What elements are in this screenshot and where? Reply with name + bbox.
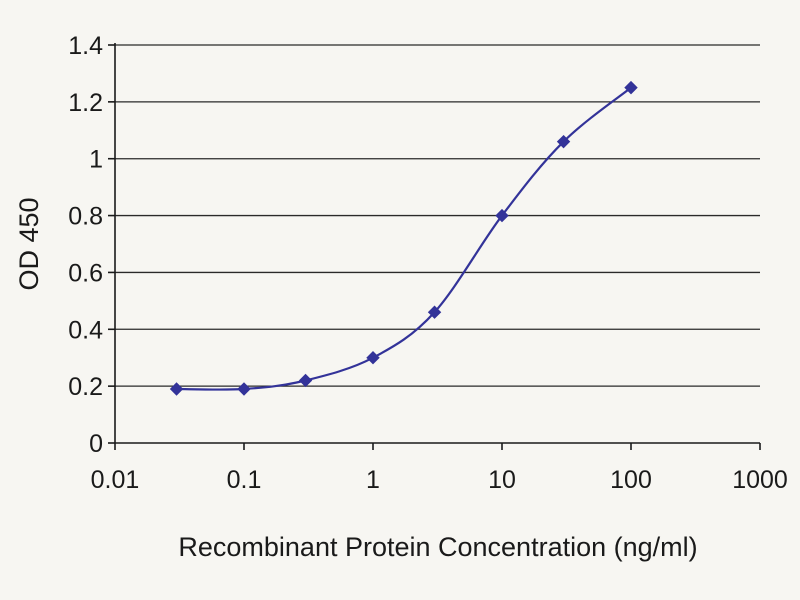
y-tick-label: 0.8 <box>68 203 103 231</box>
y-tick-label: 0.2 <box>68 373 103 401</box>
data-point-marker <box>169 382 184 396</box>
plot-area: 0 0.2 0.4 0.6 0.8 1 1.2 1.4 0.01 0.1 1 10 100 1000 <box>68 32 788 494</box>
x-tick-label: 10 <box>488 466 516 494</box>
x-tick-label: 1000 <box>732 466 788 494</box>
y-axis-label: OD 450 <box>14 197 44 290</box>
x-tick-label: 100 <box>610 466 652 494</box>
data-point-marker <box>298 373 313 388</box>
y-tick-label: 1.2 <box>68 89 103 117</box>
data-point-marker <box>366 351 380 365</box>
y-tick-label: 1.4 <box>68 32 103 60</box>
y-tick-label: 0 <box>89 430 103 458</box>
data-point-marker <box>624 80 638 95</box>
x-tick-label: 0.01 <box>91 466 140 494</box>
y-tick-label: 1 <box>89 146 103 174</box>
data-point-marker <box>556 134 571 149</box>
x-tick-label: 1 <box>366 466 380 494</box>
x-tick-label: 0.1 <box>227 466 262 494</box>
y-tick-label: 0.4 <box>68 316 103 344</box>
data-point-marker <box>237 382 251 396</box>
y-tick-label: 0.6 <box>68 259 103 287</box>
x-axis-label: Recombinant Protein Concentration (ng/ml… <box>178 532 697 562</box>
data-point-marker <box>495 208 509 223</box>
data-point-marker <box>427 305 442 319</box>
series-curve <box>176 86 632 391</box>
